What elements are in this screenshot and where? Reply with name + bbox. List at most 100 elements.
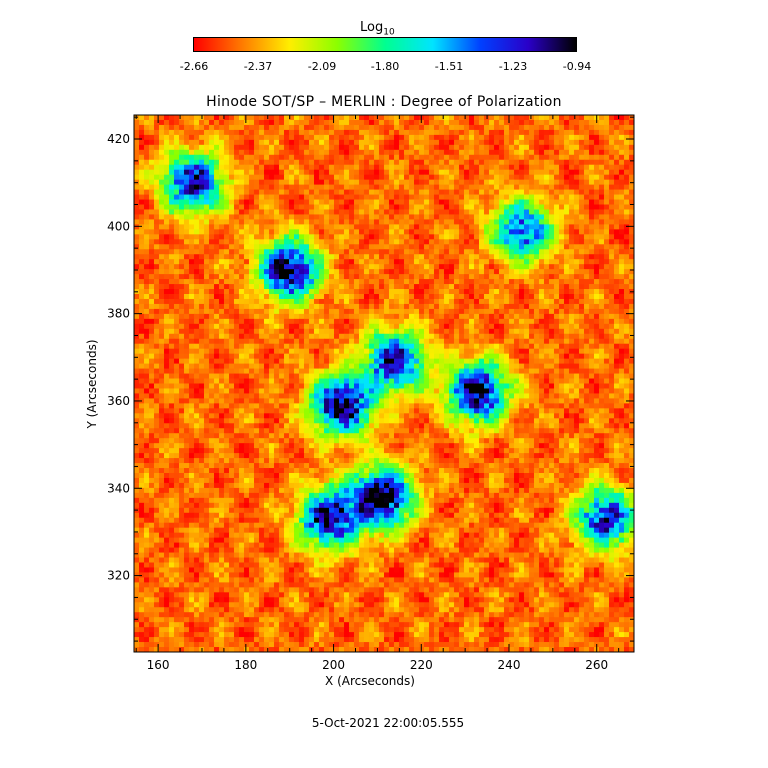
heatmap-cell — [374, 219, 380, 225]
heatmap-cell — [474, 244, 480, 250]
heatmap-cell — [144, 214, 150, 220]
heatmap-cell — [364, 313, 370, 320]
heatmap-cell — [594, 269, 600, 275]
heatmap-cell — [494, 169, 500, 176]
heatmap-cell — [269, 274, 275, 280]
heatmap-cell — [549, 269, 555, 275]
heatmap-cell — [354, 229, 360, 235]
heatmap-cell — [264, 229, 270, 235]
heatmap-cell — [459, 274, 465, 280]
heatmap-cell — [179, 134, 185, 141]
heatmap-cell — [164, 204, 170, 210]
heatmap-cell — [544, 154, 550, 161]
heatmap-cell — [239, 219, 245, 225]
heatmap-cell — [409, 115, 415, 121]
heatmap-cell — [309, 318, 315, 325]
heatmap-cell — [509, 303, 515, 310]
heatmap-cell — [509, 239, 515, 245]
heatmap-cell — [364, 149, 370, 156]
heatmap-cell — [404, 204, 410, 210]
heatmap-cell — [284, 298, 290, 305]
heatmap-cell — [349, 318, 355, 325]
heatmap-cell — [294, 229, 300, 235]
heatmap-cell — [524, 313, 530, 320]
heatmap-cell — [354, 343, 360, 350]
heatmap-cell — [324, 313, 330, 320]
heatmap-cell — [194, 184, 200, 190]
heatmap-cell — [434, 254, 440, 260]
heatmap-cell — [334, 219, 340, 225]
heatmap-cell — [259, 159, 265, 166]
heatmap-cell — [259, 294, 265, 300]
heatmap-cell — [139, 219, 145, 225]
heatmap-cell — [519, 219, 525, 225]
heatmap-cell — [189, 323, 195, 330]
heatmap-cell — [164, 284, 170, 290]
heatmap-cell — [284, 144, 290, 151]
heatmap-cell — [434, 328, 440, 335]
heatmap-cell — [239, 303, 245, 310]
heatmap-cell — [559, 134, 565, 141]
heatmap-cell — [189, 244, 195, 250]
heatmap-cell — [179, 115, 185, 121]
heatmap-cell — [274, 124, 280, 131]
heatmap-cell — [174, 323, 180, 330]
heatmap-cell — [259, 179, 265, 186]
heatmap-cell — [329, 144, 335, 151]
heatmap-cell — [384, 259, 390, 265]
heatmap-cell — [369, 159, 375, 166]
heatmap-cell — [279, 139, 285, 146]
heatmap-cell — [284, 294, 290, 300]
heatmap-cell — [504, 184, 510, 190]
heatmap-cell — [419, 313, 425, 320]
heatmap-cell — [544, 144, 550, 151]
colorbar-tick-label: -2.09 — [307, 60, 337, 73]
heatmap-cell — [524, 294, 530, 300]
heatmap-cell — [234, 204, 240, 210]
heatmap-cell — [414, 209, 420, 215]
heatmap-cell — [239, 174, 245, 181]
heatmap-cell — [414, 298, 420, 305]
heatmap-cell — [299, 303, 305, 310]
heatmap-cell — [619, 333, 625, 340]
heatmap-cell — [599, 269, 605, 275]
heatmap-cell — [174, 149, 180, 156]
heatmap-cell — [369, 323, 375, 330]
heatmap-cell — [159, 303, 165, 310]
heatmap-cell — [314, 184, 320, 190]
heatmap-cell — [299, 219, 305, 225]
heatmap-cell — [469, 134, 475, 141]
heatmap-cell — [519, 303, 525, 310]
heatmap-cell — [619, 348, 625, 355]
heatmap-cell — [149, 209, 155, 215]
heatmap-cell — [499, 224, 505, 230]
heatmap-cell — [364, 298, 370, 305]
heatmap-cell — [214, 338, 220, 345]
heatmap-cell — [349, 229, 355, 235]
heatmap-cell — [544, 214, 550, 220]
heatmap-cell — [154, 169, 160, 176]
heatmap-cell — [254, 209, 260, 215]
heatmap-cell — [259, 269, 265, 275]
heatmap-cell — [409, 209, 415, 215]
heatmap-cell — [344, 184, 350, 190]
heatmap-cell — [344, 164, 350, 171]
heatmap-cell — [614, 139, 620, 146]
heatmap-cell — [364, 239, 370, 245]
heatmap-cell — [359, 323, 365, 330]
heatmap-cell — [384, 189, 390, 195]
heatmap-cell — [589, 154, 595, 161]
heatmap-cell — [499, 338, 505, 345]
heatmap-cell — [254, 348, 260, 355]
heatmap-cell — [389, 284, 395, 290]
heatmap-cell — [489, 189, 495, 195]
heatmap-cell — [194, 169, 200, 176]
heatmap-cell — [329, 343, 335, 350]
heatmap-cell — [429, 209, 435, 215]
heatmap-cell — [569, 129, 575, 136]
heatmap-cell — [609, 184, 615, 190]
heatmap-cell — [154, 343, 160, 350]
heatmap-cell — [524, 189, 530, 195]
heatmap-cell — [304, 154, 310, 161]
heatmap-cell — [389, 139, 395, 146]
